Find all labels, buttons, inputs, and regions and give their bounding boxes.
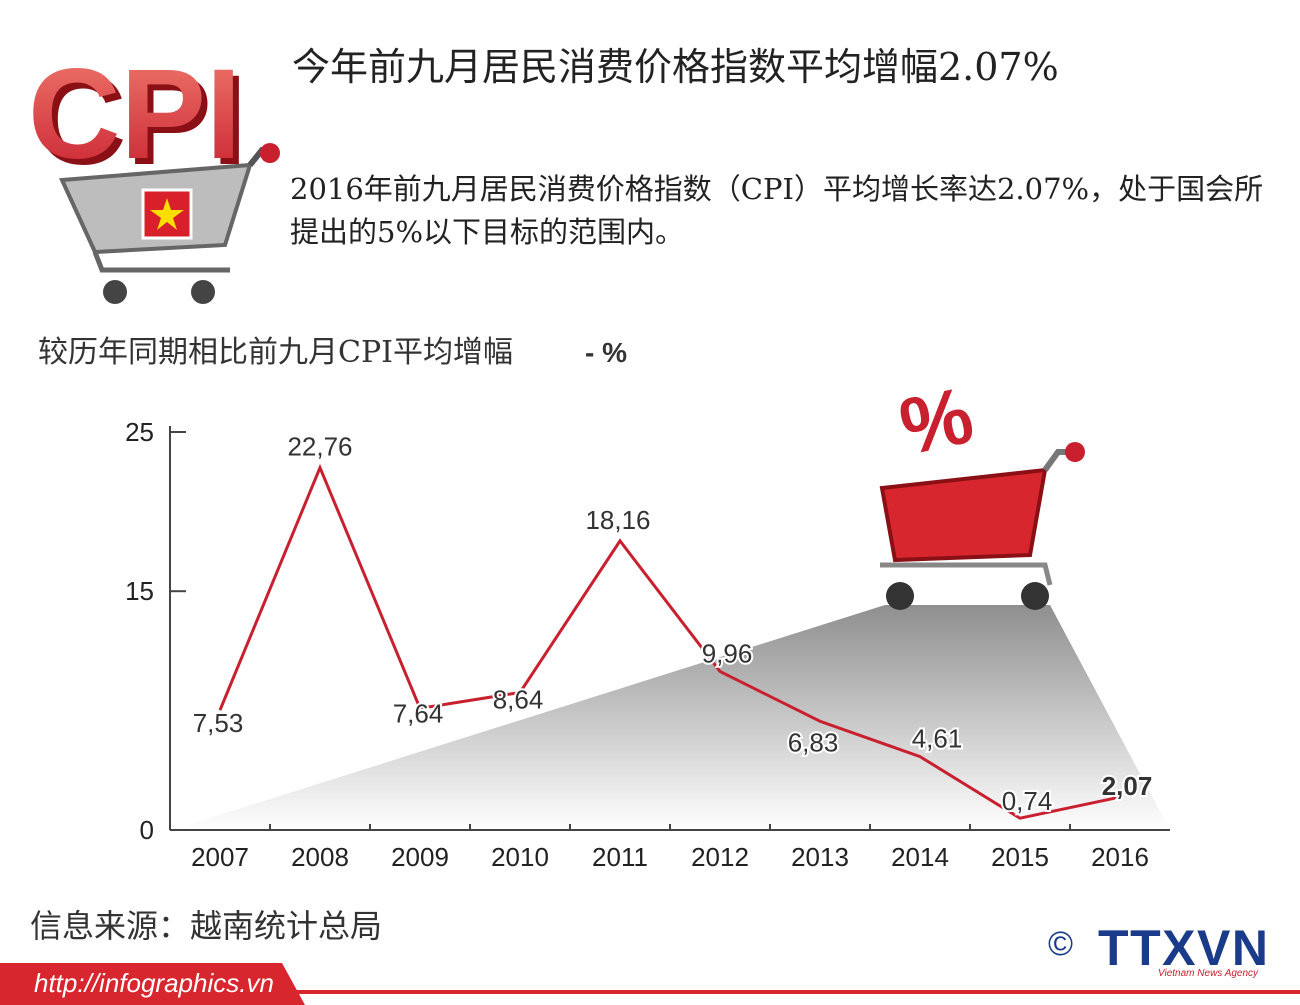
x-tick-label: 2008 [291,842,349,872]
data-label: 8,64 [493,684,544,714]
data-label: 6,83 [788,727,839,757]
cart-grip [1065,442,1085,462]
x-tick-label: 2007 [191,842,249,872]
y-tick-label: 0 [140,815,154,845]
data-label: 18,16 [585,505,650,535]
cart-frame [880,562,1053,586]
flag-star [150,198,184,230]
logo-wheel [191,280,215,304]
data-label: 0,74 [1002,786,1053,816]
source: 信息来源：越南统计总局 [30,907,382,945]
logo: CPI CPI [28,43,280,304]
x-tick-label: 2016 [1091,842,1149,872]
logo-cart-grip [260,143,280,163]
data-label: 2,07 [1102,771,1153,801]
y-axis-unit: - % [585,337,627,368]
url: http://infographics.vn [34,968,274,998]
x-tick-label: 2010 [491,842,549,872]
cart: % [879,370,1085,610]
y-axis-title: 较历年同期相比前九月CPI平均增幅 [38,335,513,370]
data-label: 9,96 [702,638,753,668]
title: 今年前九月居民消费价格指数平均增幅2.07% [292,45,1059,89]
logo-cart-frame [92,251,230,273]
line [218,463,1121,820]
y-tick-label: 15 [125,576,154,606]
data-label: 7,53 [193,708,244,738]
data-label: 22,76 [287,432,352,462]
data-label: 4,61 [912,724,963,754]
data-label: 7,64 [393,698,444,728]
footer-banner [0,963,305,1005]
cart-wheel [886,582,914,610]
x-tick-label: 2009 [391,842,449,872]
cart-basket [879,467,1048,563]
shade [172,605,1170,830]
agency: TTXVN [1098,920,1268,976]
x-tick-label: 2012 [691,842,749,872]
y-tick-label: 25 [125,417,154,447]
logo-text: CPI [28,43,241,186]
logo-wheel [103,280,127,304]
x-tick-label: 2014 [891,842,949,872]
copyright: © [1048,925,1073,963]
summary-box: 2016年前九月居民消费价格指数（CPI）平均增长率达2.07%，处于国会所提出… [290,172,1264,249]
x-tick-label: 2015 [991,842,1049,872]
plot: 0 15 25 2007 2008 2009 2010 2011 2012 2013 2014 201… [125,417,1154,872]
cart-badge: % [892,370,980,472]
x-tick-label: 2013 [791,842,849,872]
cart-wheel [1021,582,1049,610]
summary: 2016年前九月居民消费价格指数（CPI）平均增长率达2.07%，处于国会所提出… [290,172,1264,249]
x-tick-label: 2011 [592,842,648,872]
agency-sub: Vietnam News Agency [1158,968,1259,979]
